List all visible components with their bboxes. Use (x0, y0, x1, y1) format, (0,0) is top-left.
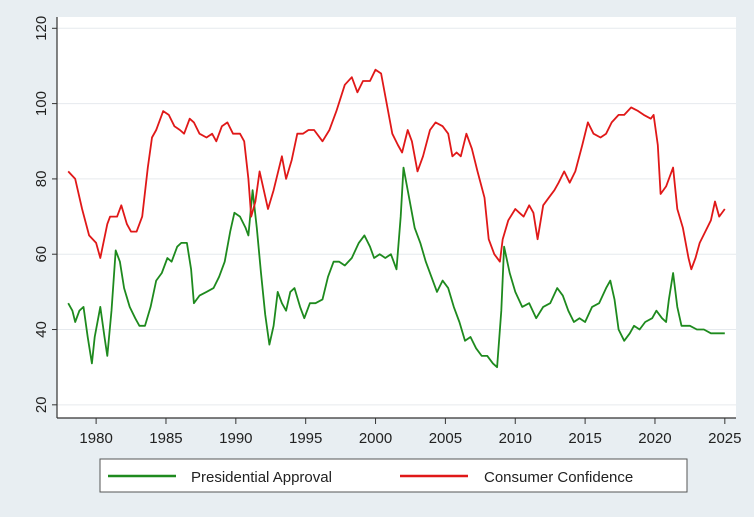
y-tick-label: 40 (33, 321, 50, 338)
x-tick-label: 2020 (638, 430, 671, 447)
y-tick-label: 20 (33, 396, 50, 413)
x-tick-label: 1985 (149, 430, 182, 447)
x-tick-label: 2010 (499, 430, 532, 447)
y-tick-label: 120 (33, 16, 50, 41)
y-tick-label: 100 (33, 91, 50, 116)
x-axis-ticks: 1980 1985 1990 1995 2000 2005 2010 2015 2020 2025 (79, 418, 742, 447)
series-line-consumer-confidence (67, 68, 726, 271)
series-lines (67, 68, 726, 369)
x-tick-label: 1980 (79, 430, 112, 447)
legend-label-presidential-approval: Presidential Approval (191, 469, 332, 486)
series-line-presidential-approval (67, 166, 725, 369)
gridlines (57, 27, 736, 406)
x-tick-label: 1995 (289, 430, 322, 447)
x-tick-label: 2015 (568, 430, 601, 447)
axes (56, 17, 736, 419)
legend-label-consumer-confidence: Consumer Confidence (484, 469, 633, 486)
y-axis-ticks: 20 40 60 80 100 120 (33, 16, 57, 413)
legend: Presidential Approval Consumer Confidenc… (99, 458, 688, 493)
x-tick-label: 2025 (708, 430, 741, 447)
x-tick-label: 2000 (359, 430, 392, 447)
y-tick-label: 80 (33, 171, 50, 188)
x-tick-label: 1990 (219, 430, 252, 447)
plot-area (57, 17, 736, 418)
x-tick-label: 2005 (429, 430, 462, 447)
y-tick-label: 60 (33, 246, 50, 263)
legend-box (99, 458, 688, 493)
